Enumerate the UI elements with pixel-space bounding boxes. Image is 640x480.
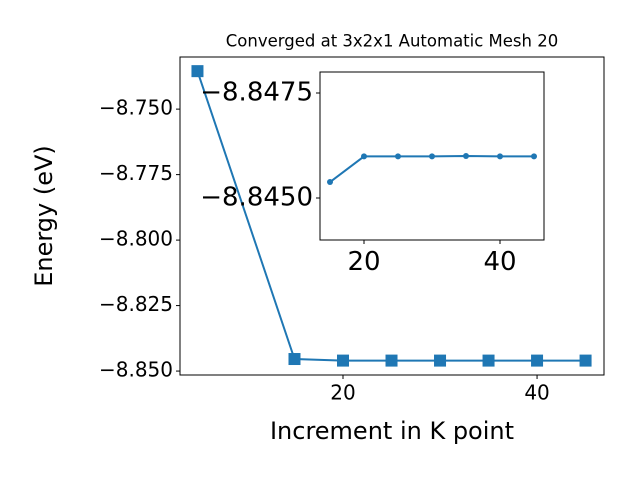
marker: [288, 353, 301, 366]
marker: [326, 179, 333, 186]
series-line: [196, 70, 586, 362]
x-tick-label: 20: [330, 381, 355, 405]
x-tick-label: 40: [483, 247, 516, 277]
y-tick-label: −8.750: [99, 96, 173, 120]
marker: [385, 354, 398, 367]
x-axis-label: Increment in K point: [270, 417, 514, 445]
marker: [191, 65, 204, 78]
marker: [434, 354, 447, 367]
marker: [463, 153, 470, 159]
chart-title: Converged at 3x2x1 Automatic Mesh 20: [226, 32, 558, 51]
marker: [579, 354, 592, 367]
marker: [482, 354, 495, 367]
y-axis-label: Energy (eV): [30, 145, 58, 287]
marker: [531, 354, 544, 367]
y-tick-label: −8.850: [99, 358, 173, 382]
marker: [497, 153, 504, 160]
y-tick-label: −8.8450: [200, 183, 313, 213]
marker: [531, 153, 538, 160]
x-tick-label: 20: [347, 247, 380, 277]
marker: [360, 153, 367, 160]
y-tick-label: −8.8475: [200, 78, 313, 108]
marker: [429, 153, 435, 160]
marker: [337, 354, 350, 367]
marker: [394, 153, 401, 160]
y-tick-label: −8.825: [99, 292, 173, 316]
y-tick-label: −8.800: [99, 227, 173, 251]
x-tick-label: 40: [524, 381, 549, 405]
y-tick-label: −8.775: [99, 161, 173, 185]
